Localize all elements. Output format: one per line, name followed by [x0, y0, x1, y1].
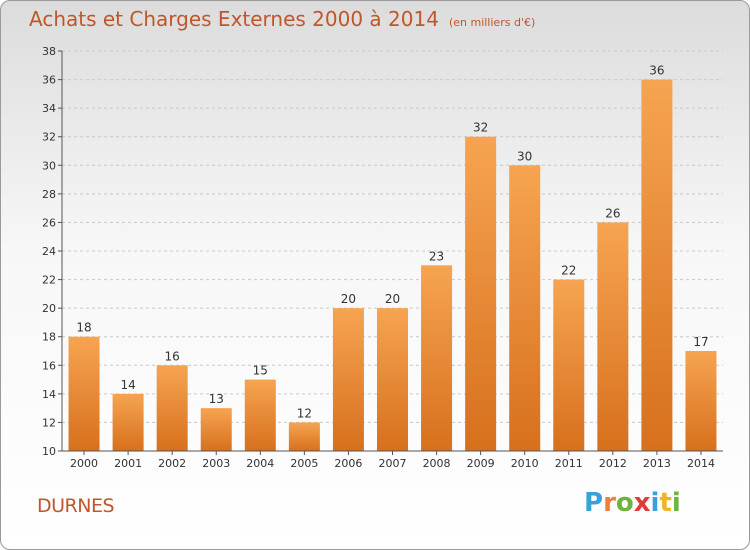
- x-tick-label: 2010: [511, 457, 539, 470]
- y-tick-label: 20: [42, 302, 56, 315]
- data-label: 22: [561, 264, 576, 278]
- x-tick-label: 2004: [246, 457, 274, 470]
- chart-subtitle: (en milliers d'€): [448, 16, 536, 29]
- y-tick-label: 30: [42, 159, 56, 172]
- data-label: 15: [253, 364, 268, 378]
- bar-2009: [465, 136, 497, 451]
- bar-2004: [244, 379, 276, 451]
- y-tick-label: 14: [42, 388, 56, 401]
- bar-2001: [112, 393, 144, 451]
- data-label: 17: [693, 335, 708, 349]
- logo-letter: r: [603, 488, 616, 518]
- bar-2014: [685, 351, 717, 451]
- y-tick-label: 32: [42, 131, 56, 144]
- bar-2013: [641, 79, 673, 452]
- y-tick-label: 22: [42, 274, 56, 287]
- data-label: 18: [76, 321, 91, 335]
- x-tick-label: 2009: [467, 457, 495, 470]
- data-label: 12: [297, 406, 312, 420]
- x-tick-label: 2012: [599, 457, 627, 470]
- x-tick-label: 2013: [643, 457, 671, 470]
- x-tick-label: 2001: [114, 457, 142, 470]
- x-tick-label: 2006: [334, 457, 362, 470]
- y-tick-label: 28: [42, 188, 56, 201]
- y-tick-label: 16: [42, 359, 56, 372]
- data-label: 20: [341, 292, 356, 306]
- x-tick-label: 2008: [423, 457, 451, 470]
- x-tick-label: 2011: [555, 457, 583, 470]
- x-tick-label: 2005: [290, 457, 318, 470]
- bar-2012: [597, 222, 629, 451]
- chart-title: Achats et Charges Externes 2000 à 2014: [29, 7, 439, 31]
- logo-letter: i: [671, 488, 681, 518]
- x-tick-label: 2000: [70, 457, 98, 470]
- x-tick-label: 2003: [202, 457, 230, 470]
- bar-2000: [68, 336, 100, 451]
- bar-2008: [421, 265, 453, 451]
- data-label: 32: [473, 121, 488, 135]
- logo-letter: x: [633, 488, 651, 518]
- bar-2006: [332, 308, 364, 451]
- y-tick-label: 34: [42, 102, 56, 115]
- y-tick-label: 10: [42, 445, 56, 458]
- y-tick-label: 24: [42, 245, 56, 258]
- data-label: 16: [165, 349, 180, 363]
- data-label: 20: [385, 292, 400, 306]
- data-label: 23: [429, 249, 444, 263]
- data-label: 26: [605, 206, 620, 220]
- bar-2003: [200, 408, 232, 451]
- data-label: 13: [209, 392, 224, 406]
- logo-letter: i: [650, 488, 660, 518]
- chart-title-block: Achats et Charges Externes 2000 à 2014 (e…: [29, 7, 535, 31]
- logo-letter: t: [659, 488, 672, 518]
- proxiti-logo[interactable]: Proxiti: [584, 488, 681, 518]
- y-tick-label: 12: [42, 416, 56, 429]
- y-tick-label: 26: [42, 216, 56, 229]
- bar-2007: [377, 308, 408, 451]
- y-tick-label: 18: [42, 331, 56, 344]
- commune-name: DURNES: [37, 495, 115, 517]
- y-tick-label: 36: [42, 74, 56, 87]
- bar-2011: [553, 279, 585, 451]
- bar-2002: [156, 365, 188, 451]
- y-tick-label: 38: [42, 45, 56, 58]
- axes: 10 12 14 16 18 20 22 24 26 28 30 32 34 36 38 2000 2001 20…: [42, 45, 723, 470]
- x-tick-label: 2007: [379, 457, 407, 470]
- bar-2010: [509, 165, 541, 452]
- logo-letter: P: [584, 488, 604, 518]
- data-label: 36: [649, 64, 664, 78]
- x-tick-label: 2002: [158, 457, 186, 470]
- x-tick-label: 2014: [687, 457, 715, 470]
- data-label: 30: [517, 149, 532, 163]
- bar-2005: [288, 422, 320, 451]
- data-label: 14: [120, 378, 135, 392]
- bars: 18 14 16 13 15 12 20 20 23 32 30 22 26 36 17: [68, 64, 717, 452]
- logo-letter: o: [615, 488, 634, 518]
